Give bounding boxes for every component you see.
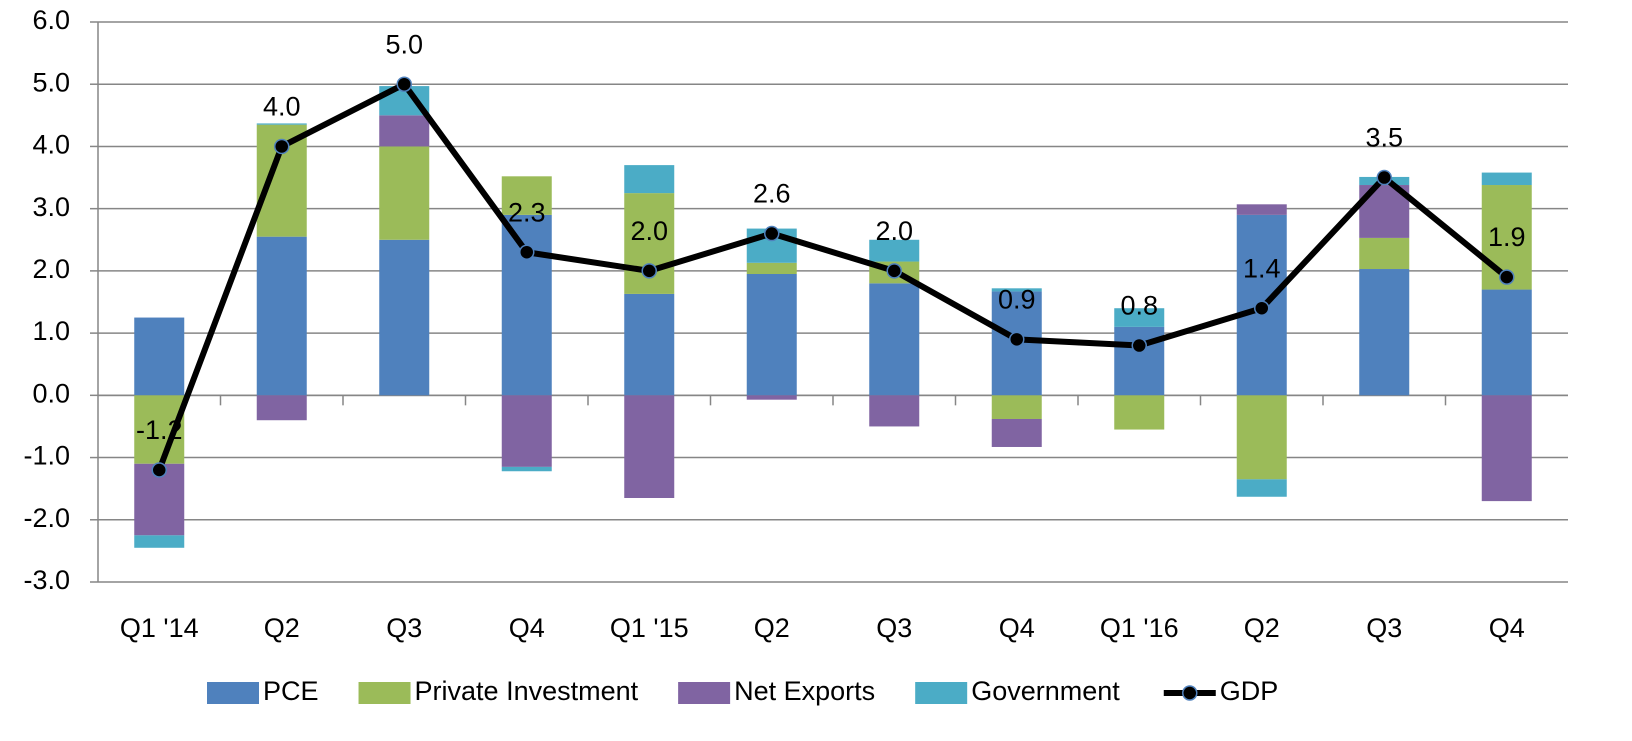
legend-label: Net Exports (734, 676, 875, 706)
x-tick-label: Q1 '14 (120, 613, 199, 643)
line (156, 81, 1509, 472)
y-tick-label: -3.0 (23, 565, 70, 595)
legend-label: Government (971, 676, 1120, 706)
legend-label: GDP (1220, 676, 1279, 706)
x-tick-label: Q3 (1366, 613, 1402, 643)
bar (379, 146, 430, 240)
x-tick-label: Q2 (754, 613, 790, 643)
line-marker (519, 244, 535, 260)
data-label: 2.0 (630, 216, 668, 246)
bar (746, 274, 797, 396)
bar (134, 317, 185, 396)
y-tick-label: -1.0 (23, 441, 70, 471)
bar (1236, 479, 1287, 497)
bar (991, 418, 1042, 447)
legend-swatch (358, 682, 411, 704)
line-marker (151, 462, 167, 478)
data-label: 4.0 (263, 92, 301, 122)
data-label: 1.9 (1488, 222, 1526, 252)
y-tick-label: 3.0 (32, 192, 70, 222)
bar (1481, 289, 1532, 396)
x-tick-label: Q4 (999, 613, 1035, 643)
y-tick-label: 5.0 (32, 67, 70, 97)
data-label: 0.9 (998, 284, 1036, 314)
bar (256, 395, 307, 421)
bar (1236, 204, 1287, 215)
bar (501, 176, 552, 215)
bar (1236, 395, 1287, 480)
data-label: 2.6 (753, 179, 791, 209)
legend-swatch (915, 682, 968, 704)
bar (746, 395, 797, 400)
bar (501, 214, 552, 396)
data-label: 2.0 (875, 216, 913, 246)
bar (1114, 395, 1165, 430)
y-tick-label: 0.0 (32, 378, 70, 408)
line-marker (274, 138, 290, 155)
bar (134, 535, 185, 548)
line-marker (886, 263, 902, 279)
x-tick-label: Q2 (1244, 613, 1280, 643)
bar (869, 395, 920, 427)
legend-label: PCE (263, 676, 319, 706)
x-tick-label: Q1 '15 (610, 613, 689, 643)
x-tick-label: Q2 (264, 613, 300, 643)
legend-label: Private Investment (415, 676, 639, 706)
bar (624, 165, 675, 194)
legend-swatch (1182, 685, 1198, 701)
bar (624, 395, 675, 498)
line-marker (1254, 300, 1270, 316)
y-tick-label: 6.0 (32, 5, 70, 35)
line-marker (1131, 337, 1147, 354)
data-label: 3.5 (1365, 123, 1403, 153)
line-marker (764, 225, 780, 242)
x-tick-label: Q3 (876, 613, 912, 643)
x-tick-label: Q4 (1489, 613, 1525, 643)
bar (1481, 172, 1532, 186)
x-tick-label: Q4 (509, 613, 545, 643)
data-label: 0.8 (1120, 291, 1158, 321)
data-label: -1.2 (136, 415, 183, 445)
bar (991, 288, 1042, 292)
legend-swatch (207, 682, 259, 704)
line-marker (1499, 269, 1515, 285)
bar (1114, 308, 1165, 327)
y-tick-label: -2.0 (23, 503, 70, 533)
line-marker (641, 263, 657, 279)
bar (991, 395, 1042, 419)
line-marker (396, 76, 412, 92)
bar (1481, 395, 1532, 502)
bar (869, 283, 920, 396)
bar (379, 239, 430, 396)
line-marker (1009, 331, 1025, 348)
data-label: 1.4 (1243, 253, 1281, 283)
bar (1359, 269, 1410, 396)
x-tick-label: Q3 (386, 613, 422, 643)
bar (256, 123, 307, 125)
bar (501, 395, 552, 467)
x-tick-label: Q1 '16 (1100, 613, 1179, 643)
bar (869, 239, 920, 262)
y-tick-label: 1.0 (32, 316, 70, 346)
bar (501, 466, 552, 472)
bar (379, 115, 430, 147)
y-tick-label: 4.0 (32, 130, 70, 160)
line-marker (1376, 169, 1392, 186)
data-label: 5.0 (385, 29, 423, 59)
bar (746, 262, 797, 274)
y-tick-label: 2.0 (32, 254, 70, 284)
bar (624, 293, 675, 396)
data-label: 2.3 (508, 197, 546, 227)
legend-swatch (678, 682, 731, 704)
bar (256, 236, 307, 396)
bar (1359, 237, 1410, 270)
